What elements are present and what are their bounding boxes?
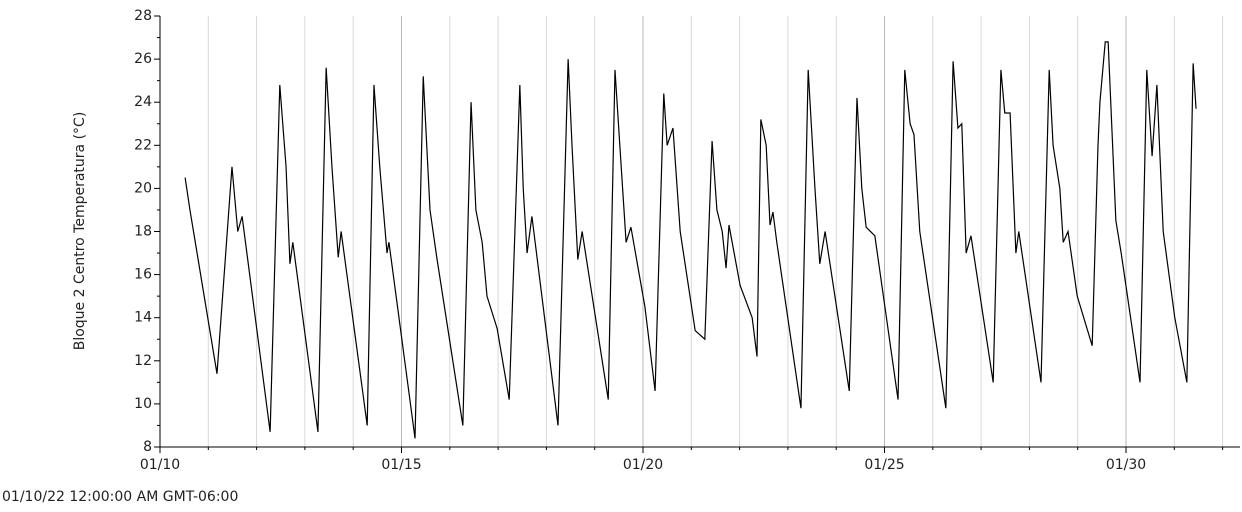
y-tick-label: 12: [134, 353, 152, 369]
y-tick-label: 28: [134, 8, 152, 24]
y-tick-label: 26: [134, 51, 152, 67]
y-tick-label: 14: [134, 310, 152, 326]
x-axis-label: 01/10/22 12:00:00 AM GMT-06:00: [2, 489, 238, 505]
line: [184, 41, 1197, 439]
y-tick-label: 22: [134, 137, 152, 153]
y-tick-label: 8: [143, 439, 152, 455]
y-axis-label: Bloque 2 Centro Temperatura (°C): [72, 112, 88, 351]
y-tick-label: 18: [134, 224, 152, 240]
x-tick-label: 01/25: [864, 457, 904, 473]
y-tick-label: 16: [134, 267, 152, 283]
x-tick-label: 01/20: [623, 457, 663, 473]
y-tick-label: 10: [134, 396, 152, 412]
x-tick-label: 01/15: [381, 457, 421, 473]
x-tick-label: 01/10: [140, 457, 180, 473]
y-tick-label: 20: [134, 180, 152, 196]
y-tick-label: 24: [134, 94, 152, 110]
x-tick-label: 01/30: [1106, 457, 1146, 473]
